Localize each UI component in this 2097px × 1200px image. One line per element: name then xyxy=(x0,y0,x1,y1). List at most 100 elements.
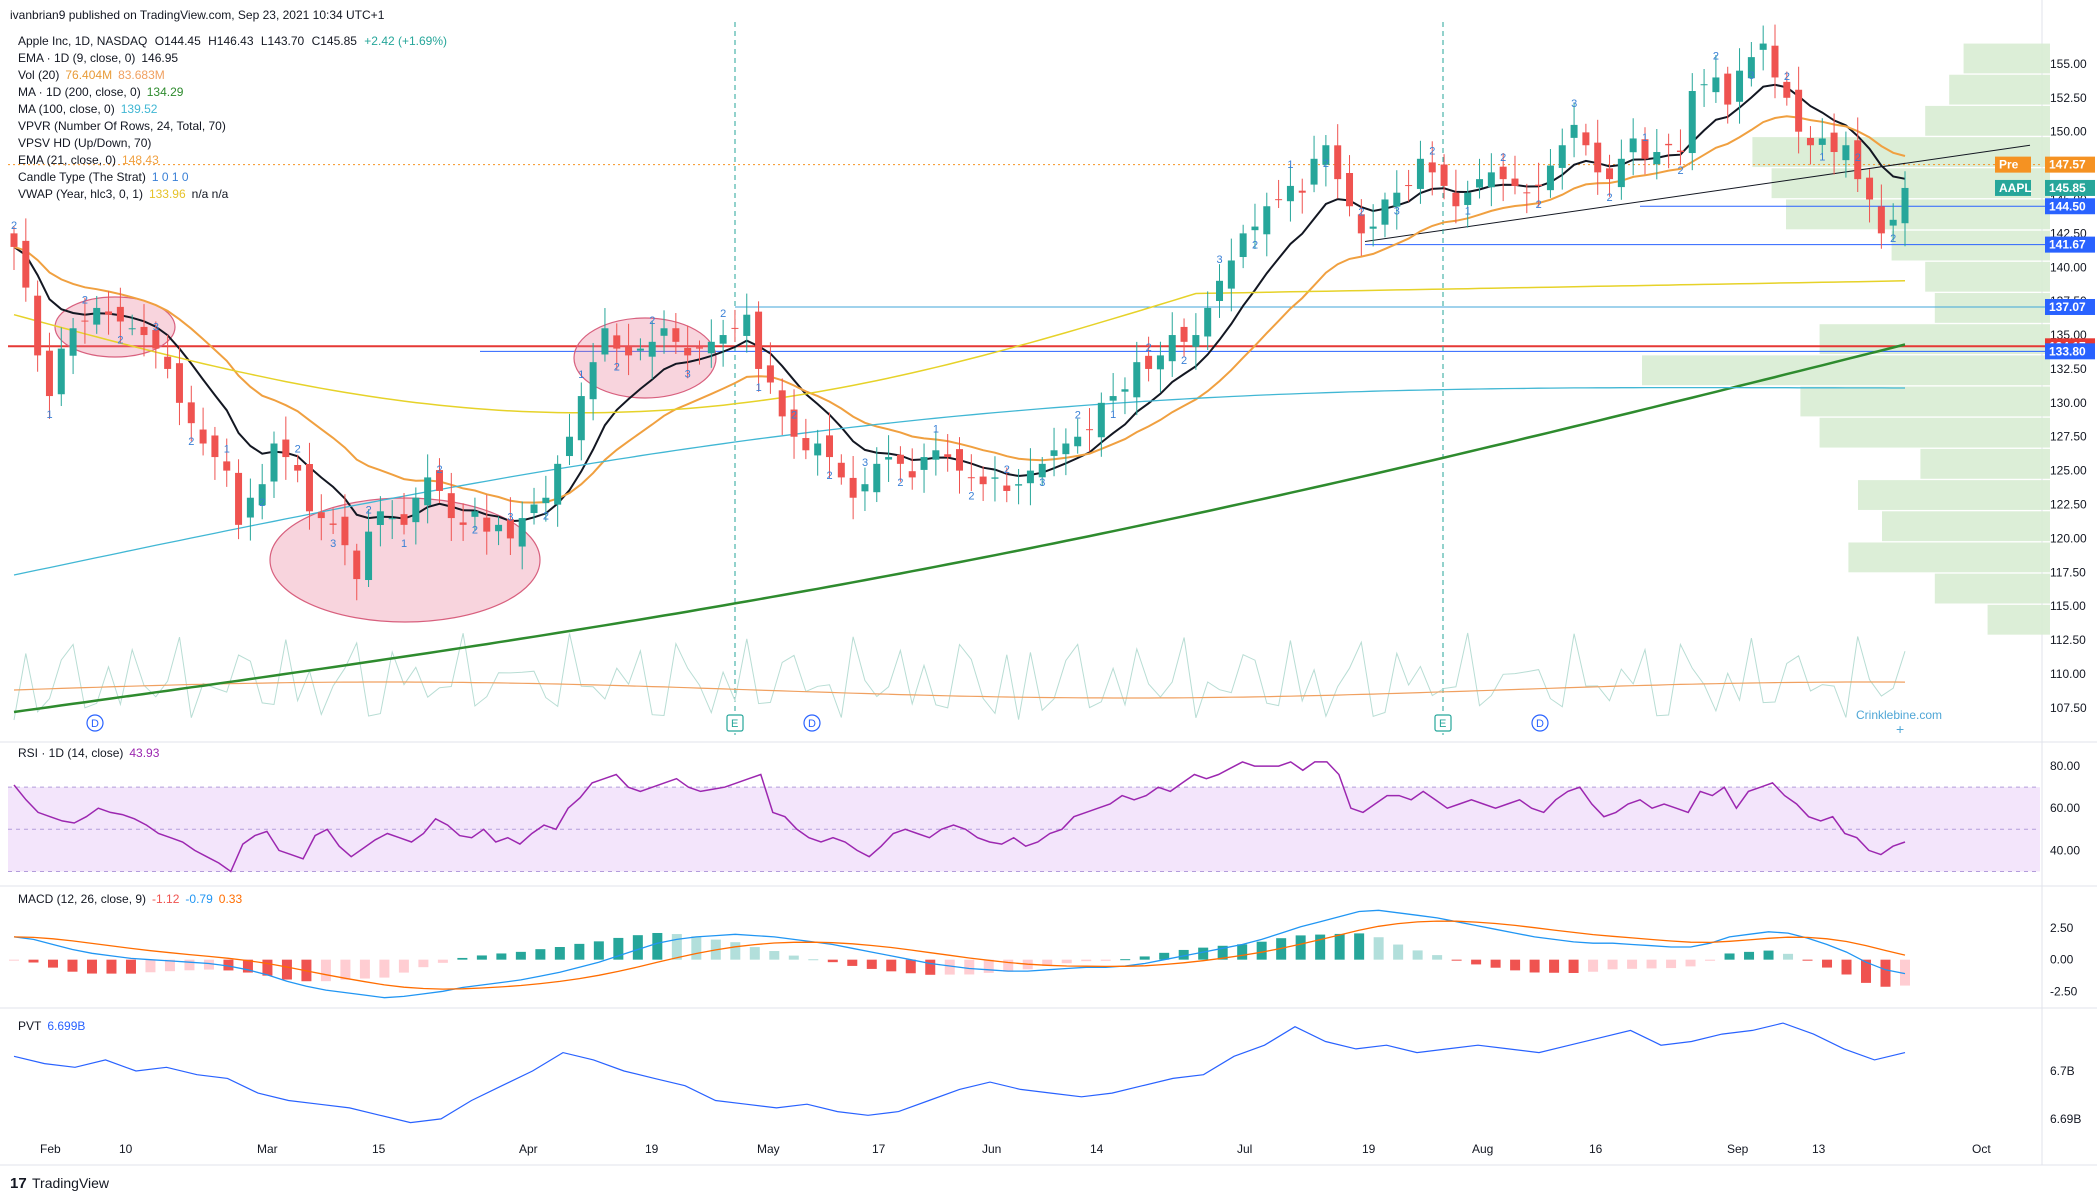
candle-body xyxy=(376,511,384,525)
candle xyxy=(944,434,952,472)
macd-histogram-bar xyxy=(1627,959,1638,969)
macd-histogram-bar xyxy=(1100,959,1111,961)
price-badge[interactable]: Pre 147.57 xyxy=(1995,156,2095,173)
event-marker-d[interactable]: D xyxy=(803,714,821,732)
candle xyxy=(565,413,573,466)
candle xyxy=(1062,428,1070,476)
price-badge[interactable]: 137.07 xyxy=(2045,298,2095,315)
candle xyxy=(1216,264,1224,318)
candle xyxy=(731,309,739,343)
candle-body xyxy=(731,327,739,329)
event-marker-e[interactable]: E xyxy=(1434,714,1452,732)
candle-body xyxy=(1830,132,1838,153)
candle-body xyxy=(1688,91,1696,154)
pvt-pane[interactable]: 6.7B 6.69B xyxy=(13,1022,2081,1126)
candle-body xyxy=(766,365,774,383)
candle-body xyxy=(1369,226,1377,229)
pvt-line xyxy=(13,1022,1906,1124)
strat-label: 1 xyxy=(1465,206,1471,218)
candle-body xyxy=(235,472,243,525)
strat-label: 2 xyxy=(117,334,123,346)
candle-body xyxy=(1003,485,1011,491)
candle-body xyxy=(1523,192,1531,194)
candle-body xyxy=(1535,184,1543,186)
macd-histogram-bar xyxy=(1471,959,1482,965)
macd-histogram-bar xyxy=(827,959,838,963)
earnings-marker-box xyxy=(1434,714,1452,732)
candle xyxy=(1594,119,1602,195)
candle xyxy=(991,456,999,502)
macd-histogram-bar xyxy=(1217,945,1228,960)
candle xyxy=(1428,141,1436,196)
price-badge-value: 133.80 xyxy=(2049,344,2086,358)
candle xyxy=(164,334,172,379)
macd-histogram-bar xyxy=(749,947,760,960)
price-badge-tag-text: Pre xyxy=(1999,158,2019,172)
macd-histogram-bar xyxy=(1354,933,1365,960)
candle-body xyxy=(1901,187,1909,224)
candle xyxy=(45,332,53,419)
strat-label: 2 xyxy=(1855,152,1861,164)
macd-histogram-bar xyxy=(1373,937,1384,960)
candle xyxy=(873,447,881,503)
candle-body xyxy=(10,233,18,247)
volume-profile-row xyxy=(1858,480,2050,510)
price-badge[interactable]: AAPL 145.85 xyxy=(1995,179,2095,196)
rsi-pane[interactable]: 80.00 60.00 40.00 xyxy=(8,759,2080,873)
candle-body xyxy=(1405,185,1413,187)
legend-main: Apple Inc, 1D, NASDAQ O144.45 H146.43 L1… xyxy=(18,34,447,48)
candle-body xyxy=(873,463,881,493)
candle xyxy=(211,426,219,480)
candle xyxy=(1771,24,1779,99)
candle-body xyxy=(1239,233,1247,258)
candle-body xyxy=(175,363,183,403)
candle-body xyxy=(1263,206,1271,235)
macd-histogram-bar xyxy=(1081,959,1092,962)
candle xyxy=(1476,158,1484,199)
macd-histogram-bar xyxy=(1061,959,1072,964)
price-badge[interactable]: 144.50 xyxy=(2045,198,2095,215)
candle-body xyxy=(1275,199,1283,201)
candle-body xyxy=(932,450,940,460)
strat-label: 1 xyxy=(1642,132,1648,144)
macd-histogram-bar xyxy=(281,959,292,980)
candle xyxy=(1629,118,1637,176)
candle xyxy=(908,448,916,490)
candle-body xyxy=(1393,192,1401,207)
candle-body xyxy=(34,295,42,356)
macd-histogram-bar xyxy=(1724,953,1735,960)
candle xyxy=(956,437,963,494)
event-marker-d[interactable]: D xyxy=(86,714,104,732)
tradingview-logo[interactable]: 17 TradingView xyxy=(10,1175,110,1192)
event-marker-d[interactable]: D xyxy=(1531,714,1549,732)
candle-body xyxy=(672,328,680,342)
candle xyxy=(932,431,940,476)
time-tick-label: Aug xyxy=(1472,1142,1493,1156)
strat-label: 2 xyxy=(1713,50,1719,62)
candle xyxy=(1003,467,1011,503)
candle-body xyxy=(1594,142,1602,173)
candle xyxy=(1676,129,1684,166)
candle xyxy=(861,467,869,511)
macd-histogram-bar xyxy=(1783,953,1794,960)
candle xyxy=(1653,128,1661,180)
event-marker-e[interactable]: E xyxy=(726,714,744,732)
macd-histogram-bar xyxy=(262,959,273,976)
macd-histogram-bar xyxy=(1139,956,1150,960)
macd-histogram-bar xyxy=(1880,959,1891,987)
candle xyxy=(1298,178,1306,214)
price-badge[interactable]: 133.80 xyxy=(2045,343,2095,360)
macd-histogram-bar xyxy=(535,949,546,960)
macd-histogram-bar xyxy=(1802,959,1813,961)
volume-profile-row xyxy=(1925,105,2050,136)
price-tick-label: 152.50 xyxy=(2050,91,2087,105)
price-badge[interactable]: 141.67 xyxy=(2045,236,2095,253)
event-marker-text: D xyxy=(1536,718,1544,730)
macd-histogram-bar xyxy=(671,934,682,960)
candle-body xyxy=(837,462,845,478)
candle xyxy=(1487,153,1495,207)
candle-body xyxy=(1026,470,1034,484)
candle xyxy=(1570,103,1578,158)
candle xyxy=(577,382,585,461)
macd-pane[interactable]: 2.50 0.00 -2.50 xyxy=(9,909,2078,999)
